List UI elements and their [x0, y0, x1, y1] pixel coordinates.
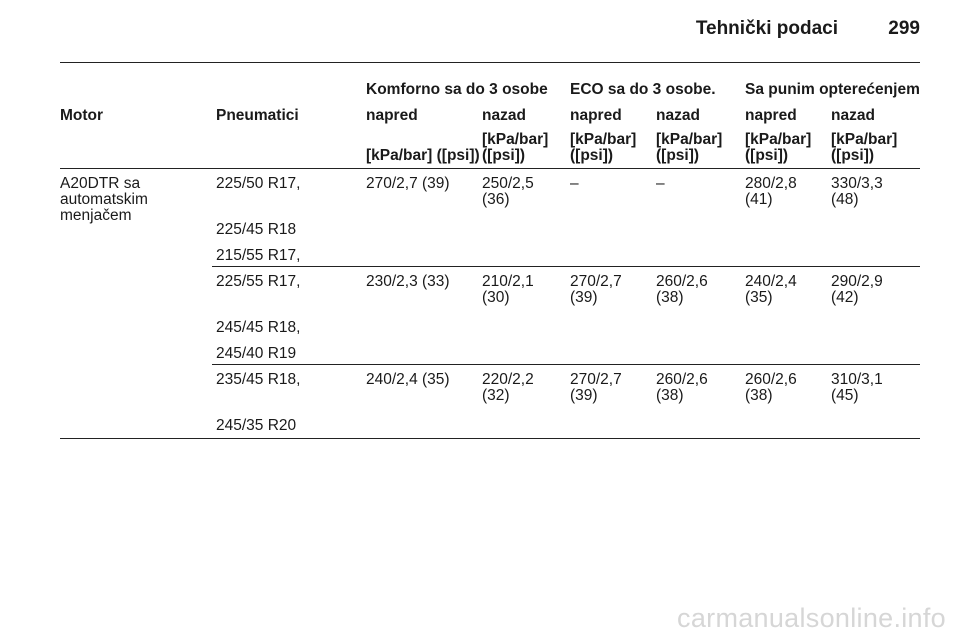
pressure-value: 260/2,6 (38): [656, 273, 708, 306]
pressure-value: 270/2,7 (39): [570, 371, 622, 404]
subheader-rear: nazad: [656, 107, 700, 124]
pressure-value: 250/2,5 (36): [482, 175, 534, 208]
pressure-value: 240/2,4 (35): [366, 371, 450, 388]
tyre-size: 225/45 R18: [216, 221, 297, 238]
pressure-value: 310/3,1 (45): [831, 371, 883, 404]
row-divider: [212, 364, 920, 365]
page-header: Tehnički podaci 299: [60, 18, 920, 44]
unit-label: [kPa/bar] ([psi]): [656, 131, 723, 164]
page-title: Tehnički podaci: [695, 18, 838, 39]
pressure-value: –: [570, 175, 579, 192]
tyre-size: 245/40 R19: [216, 345, 297, 362]
table-header-divider: [60, 168, 920, 169]
tyre-size: 235/45 R18,: [216, 371, 301, 388]
header-divider: [60, 62, 920, 63]
pressure-value: 270/2,7 (39): [570, 273, 622, 306]
pressure-value: 290/2,9 (42): [831, 273, 883, 306]
group-header-comfort: Komforno sa do 3 osobe: [366, 81, 548, 98]
column-header-motor: Motor: [60, 107, 104, 124]
tyre-size: 225/55 R17,: [216, 273, 301, 290]
table-bottom-rule: [60, 438, 920, 439]
pressure-value: 230/2,3 (33): [366, 273, 450, 290]
pressure-value: 280/2,8 (41): [745, 175, 797, 208]
group-header-full-load: Sa punim opterećenjem: [745, 81, 920, 98]
subheader-front: napred: [366, 107, 418, 124]
unit-label: [kPa/bar] ([psi]): [831, 131, 898, 164]
tyre-size: 245/35 R20: [216, 417, 297, 434]
unit-label: [kPa/bar] ([psi]): [745, 131, 812, 164]
subheader-rear: nazad: [482, 107, 526, 124]
page-number: 299: [888, 18, 920, 39]
pressure-value: 270/2,7 (39): [366, 175, 450, 192]
motor-name: A20DTR sa automatskim menjačem: [60, 175, 148, 224]
pressure-value: 330/3,3 (48): [831, 175, 883, 208]
group-header-eco: ECO sa do 3 osobe.: [570, 81, 716, 98]
column-header-tyres: Pneumatici: [216, 107, 299, 124]
row-divider: [212, 266, 920, 267]
pressure-value: 210/2,1 (30): [482, 273, 534, 306]
subheader-front: napred: [745, 107, 797, 124]
tyre-size: 215/55 R17,: [216, 247, 301, 264]
pressure-value: 260/2,6 (38): [656, 371, 708, 404]
pressure-value: 240/2,4 (35): [745, 273, 797, 306]
watermark: carmanualsonline.info: [677, 603, 946, 633]
pressure-value: 260/2,6 (38): [745, 371, 797, 404]
unit-label: [kPa/bar] ([psi]): [482, 131, 549, 164]
unit-label: [kPa/bar] ([psi]): [570, 131, 637, 164]
subheader-front: napred: [570, 107, 622, 124]
unit-label: [kPa/bar] ([psi]): [366, 147, 480, 164]
subheader-rear: nazad: [831, 107, 875, 124]
pressure-value: 220/2,2 (32): [482, 371, 534, 404]
tyre-size: 245/45 R18,: [216, 319, 301, 336]
pressure-value: –: [656, 175, 665, 192]
tyre-size: 225/50 R17,: [216, 175, 301, 192]
